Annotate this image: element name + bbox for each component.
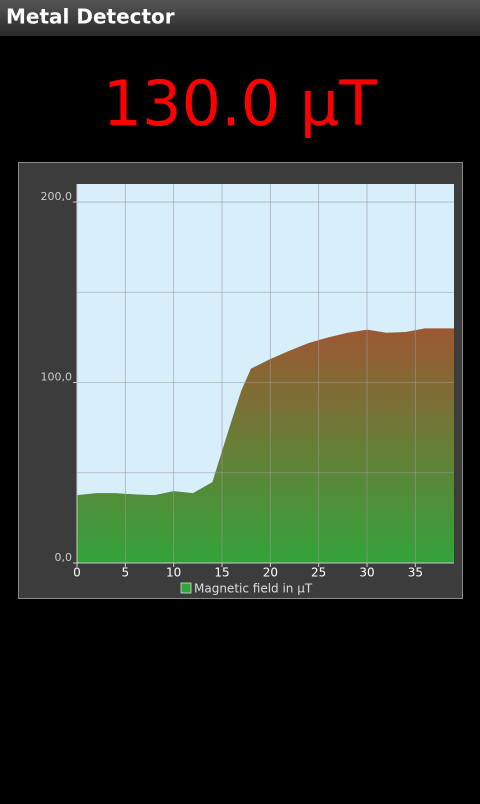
x-tick-label: 20 bbox=[263, 566, 278, 580]
y-tick-label: 0,0 bbox=[55, 551, 73, 564]
x-tick-label: 0 bbox=[73, 566, 81, 580]
reading: 130.0 µT bbox=[103, 67, 379, 140]
x-tick-label: 30 bbox=[359, 566, 374, 580]
chart: 0,0 100,0 200,0 0 5 10 15 20 25 30 35 Magnetic fiel… bbox=[41, 184, 454, 596]
area bbox=[77, 328, 454, 563]
x-tick-label: 10 bbox=[166, 566, 181, 580]
x-tick-label: 35 bbox=[408, 566, 423, 580]
legend-label: Magnetic field in µT bbox=[194, 582, 313, 596]
app-title: Metal Detector bbox=[6, 5, 175, 29]
x-tick-label: 15 bbox=[214, 566, 229, 580]
x-tick-label: 5 bbox=[122, 566, 130, 580]
y-tick-label: 100,0 bbox=[41, 371, 73, 384]
y-tick-label: 200,0 bbox=[41, 190, 73, 203]
title-bar bbox=[0, 0, 480, 36]
x-tick-label: 25 bbox=[311, 566, 326, 580]
legend-swatch bbox=[180, 582, 192, 594]
